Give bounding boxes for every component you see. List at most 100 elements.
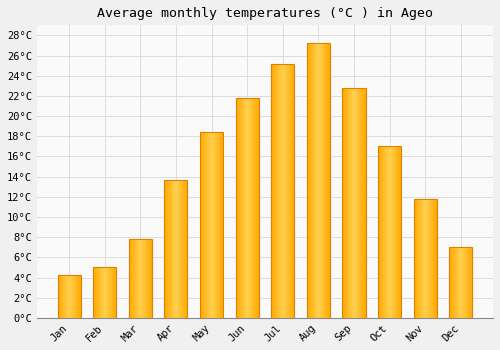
Bar xyxy=(314,43,315,318)
Bar xyxy=(318,43,319,318)
Bar xyxy=(70,275,71,318)
Bar xyxy=(434,199,435,318)
Bar xyxy=(164,180,188,318)
Bar xyxy=(138,239,139,318)
Bar xyxy=(73,275,74,318)
Bar xyxy=(354,88,355,318)
Bar xyxy=(209,132,210,318)
Bar xyxy=(93,267,94,318)
Bar xyxy=(429,199,430,318)
Bar xyxy=(148,239,149,318)
Bar xyxy=(62,275,63,318)
Bar xyxy=(456,247,458,318)
Bar xyxy=(249,98,250,318)
Bar xyxy=(419,199,420,318)
Bar xyxy=(166,180,167,318)
Bar xyxy=(423,199,424,318)
Bar xyxy=(102,267,103,318)
Bar xyxy=(383,146,384,318)
Bar xyxy=(136,239,137,318)
Bar xyxy=(425,199,426,318)
Bar xyxy=(316,43,317,318)
Bar xyxy=(344,88,346,318)
Bar xyxy=(322,43,323,318)
Bar xyxy=(238,98,239,318)
Bar xyxy=(350,88,351,318)
Bar xyxy=(93,267,116,318)
Bar xyxy=(94,267,95,318)
Bar xyxy=(392,146,393,318)
Bar xyxy=(381,146,382,318)
Bar xyxy=(293,64,294,318)
Bar xyxy=(172,180,173,318)
Bar xyxy=(455,247,456,318)
Bar xyxy=(106,267,107,318)
Bar xyxy=(278,64,280,318)
Bar xyxy=(204,132,205,318)
Bar xyxy=(145,239,146,318)
Bar xyxy=(218,132,219,318)
Bar xyxy=(201,132,202,318)
Bar xyxy=(241,98,242,318)
Bar xyxy=(181,180,182,318)
Bar xyxy=(255,98,256,318)
Bar xyxy=(58,275,80,318)
Bar xyxy=(382,146,383,318)
Bar xyxy=(254,98,255,318)
Bar xyxy=(69,275,70,318)
Bar xyxy=(356,88,357,318)
Bar xyxy=(103,267,104,318)
Bar xyxy=(468,247,469,318)
Bar xyxy=(380,146,381,318)
Bar xyxy=(179,180,180,318)
Bar xyxy=(132,239,133,318)
Bar xyxy=(67,275,68,318)
Bar xyxy=(449,247,450,318)
Bar xyxy=(75,275,76,318)
Bar xyxy=(68,275,69,318)
Bar xyxy=(324,43,326,318)
Bar xyxy=(149,239,150,318)
Bar xyxy=(184,180,185,318)
Bar xyxy=(176,180,177,318)
Bar xyxy=(150,239,152,318)
Bar xyxy=(208,132,209,318)
Bar xyxy=(342,88,365,318)
Bar xyxy=(433,199,434,318)
Bar xyxy=(462,247,463,318)
Bar xyxy=(110,267,111,318)
Bar xyxy=(245,98,246,318)
Bar xyxy=(175,180,176,318)
Bar xyxy=(114,267,115,318)
Bar xyxy=(111,267,112,318)
Bar xyxy=(170,180,172,318)
Bar xyxy=(280,64,281,318)
Bar xyxy=(363,88,364,318)
Bar xyxy=(222,132,223,318)
Bar xyxy=(130,239,131,318)
Bar xyxy=(248,98,249,318)
Bar xyxy=(385,146,386,318)
Bar xyxy=(313,43,314,318)
Bar xyxy=(95,267,96,318)
Bar xyxy=(219,132,220,318)
Bar xyxy=(449,247,472,318)
Bar xyxy=(397,146,398,318)
Bar xyxy=(113,267,114,318)
Bar xyxy=(282,64,284,318)
Bar xyxy=(276,64,277,318)
Bar xyxy=(137,239,138,318)
Bar xyxy=(319,43,320,318)
Title: Average monthly temperatures (°C ) in Ageo: Average monthly temperatures (°C ) in Ag… xyxy=(97,7,433,20)
Bar xyxy=(342,88,343,318)
Bar xyxy=(142,239,143,318)
Bar xyxy=(328,43,330,318)
Bar xyxy=(348,88,350,318)
Bar xyxy=(289,64,290,318)
Bar xyxy=(460,247,462,318)
Bar xyxy=(140,239,141,318)
Bar xyxy=(271,64,294,318)
Bar xyxy=(387,146,388,318)
Bar xyxy=(469,247,470,318)
Bar xyxy=(290,64,291,318)
